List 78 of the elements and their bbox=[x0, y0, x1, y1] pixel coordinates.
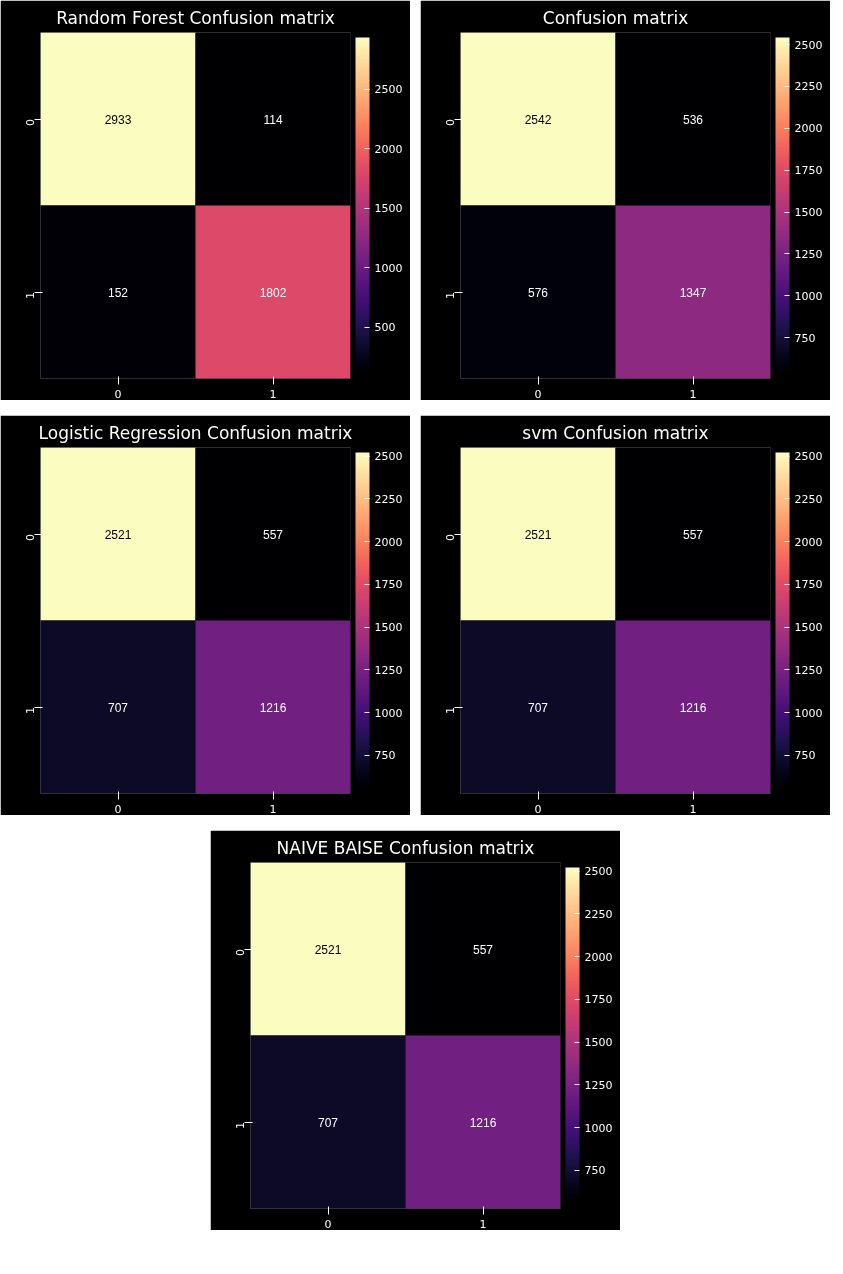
color-bar-label: 1750 bbox=[584, 993, 613, 1007]
y-tick-label: 1 bbox=[23, 292, 37, 299]
x-tick-label: 0 bbox=[534, 387, 542, 401]
color-bar-label: 750 bbox=[794, 749, 816, 763]
y-tick-label: 1 bbox=[443, 707, 457, 714]
color-bar-label: 1500 bbox=[374, 202, 403, 216]
data-label: 1216 bbox=[679, 700, 707, 715]
color-bar-label: 1500 bbox=[794, 621, 823, 635]
color-bar-label: 2500 bbox=[584, 865, 613, 879]
y-tick-label: 1 bbox=[443, 292, 457, 299]
color-bar-label: 2500 bbox=[374, 83, 403, 97]
color-bar-label: 2000 bbox=[584, 950, 613, 964]
color-bar-label: 750 bbox=[794, 331, 816, 345]
color-bar-label: 1250 bbox=[794, 663, 823, 677]
data-label: 1802 bbox=[259, 285, 287, 300]
color-bar-label: 2500 bbox=[374, 450, 403, 464]
data-label: 707 bbox=[527, 700, 549, 715]
color-bar-label: 1000 bbox=[584, 1121, 613, 1135]
color-bar-label: 2250 bbox=[584, 907, 613, 921]
data-label: 114 bbox=[263, 112, 283, 127]
data-label: 576 bbox=[527, 285, 549, 300]
color-bar-label: 1500 bbox=[584, 1036, 613, 1050]
color-bar-label: 1000 bbox=[374, 706, 403, 720]
color-bar-label: 1750 bbox=[794, 164, 823, 178]
color-bar-label: 2250 bbox=[794, 492, 823, 506]
x-tick-label: 1 bbox=[269, 387, 277, 401]
chart-title: Random Forest Confusion matrix bbox=[56, 7, 335, 28]
data-label: 557 bbox=[262, 527, 284, 542]
color-bar-label: 750 bbox=[584, 1164, 606, 1178]
color-bar-label: 1750 bbox=[374, 578, 403, 592]
data-label: 2521 bbox=[104, 527, 132, 542]
data-label: 557 bbox=[682, 527, 704, 542]
color-bar-label: 2250 bbox=[794, 80, 823, 94]
data-label: 1216 bbox=[469, 1115, 497, 1130]
data-label: 1216 bbox=[259, 700, 287, 715]
data-label: 2521 bbox=[524, 527, 552, 542]
data-label: 2933 bbox=[104, 112, 132, 127]
color-bar-label: 2000 bbox=[374, 142, 403, 156]
chart-title: Logistic Regression Confusion matrix bbox=[38, 422, 353, 443]
color-bar-label: 1000 bbox=[374, 261, 403, 275]
y-tick-label: 0 bbox=[443, 534, 457, 541]
y-tick-label: 1 bbox=[23, 707, 37, 714]
color-bar-label: 2250 bbox=[374, 492, 403, 506]
color-bar-label: 1250 bbox=[794, 247, 823, 261]
x-tick-label: 1 bbox=[689, 802, 697, 816]
x-tick-label: 0 bbox=[114, 387, 122, 401]
chart-title: Confusion matrix bbox=[542, 7, 689, 28]
color-bar-label: 1250 bbox=[374, 663, 403, 677]
color-bar-label: 500 bbox=[374, 321, 396, 335]
color-bar-label: 2000 bbox=[794, 122, 823, 136]
data-label: 557 bbox=[472, 942, 494, 957]
y-tick-label: 0 bbox=[23, 534, 37, 541]
data-label: 707 bbox=[107, 700, 129, 715]
color-bar-label: 2000 bbox=[794, 535, 823, 549]
color-bar-label: 1000 bbox=[794, 706, 823, 720]
color-bar-label: 2500 bbox=[794, 38, 823, 52]
data-label: 152 bbox=[107, 285, 129, 300]
data-label: 536 bbox=[682, 112, 704, 127]
color-bar-label: 2500 bbox=[794, 450, 823, 464]
data-label: 2542 bbox=[524, 112, 552, 127]
color-bar-label: 1500 bbox=[794, 206, 823, 220]
color-bar-label: 2000 bbox=[374, 535, 403, 549]
chart-title: NAIVE BAISE Confusion matrix bbox=[276, 837, 535, 858]
data-label: 707 bbox=[317, 1115, 339, 1130]
color-bar-label: 1750 bbox=[794, 578, 823, 592]
data-label: 1347 bbox=[679, 285, 707, 300]
color-bar-label: 750 bbox=[374, 749, 396, 763]
color-bar-label: 1000 bbox=[794, 289, 823, 303]
color-bar-label: 1500 bbox=[374, 621, 403, 635]
chart-title: svm Confusion matrix bbox=[522, 422, 709, 443]
y-tick-label: 0 bbox=[23, 119, 37, 126]
x-tick-label: 1 bbox=[269, 802, 277, 816]
x-tick-label: 0 bbox=[114, 802, 122, 816]
color-bar-label: 1250 bbox=[584, 1078, 613, 1092]
y-tick-label: 0 bbox=[443, 119, 457, 126]
x-tick-label: 1 bbox=[689, 387, 697, 401]
data-label: 2521 bbox=[314, 942, 342, 957]
x-tick-label: 0 bbox=[534, 802, 542, 816]
